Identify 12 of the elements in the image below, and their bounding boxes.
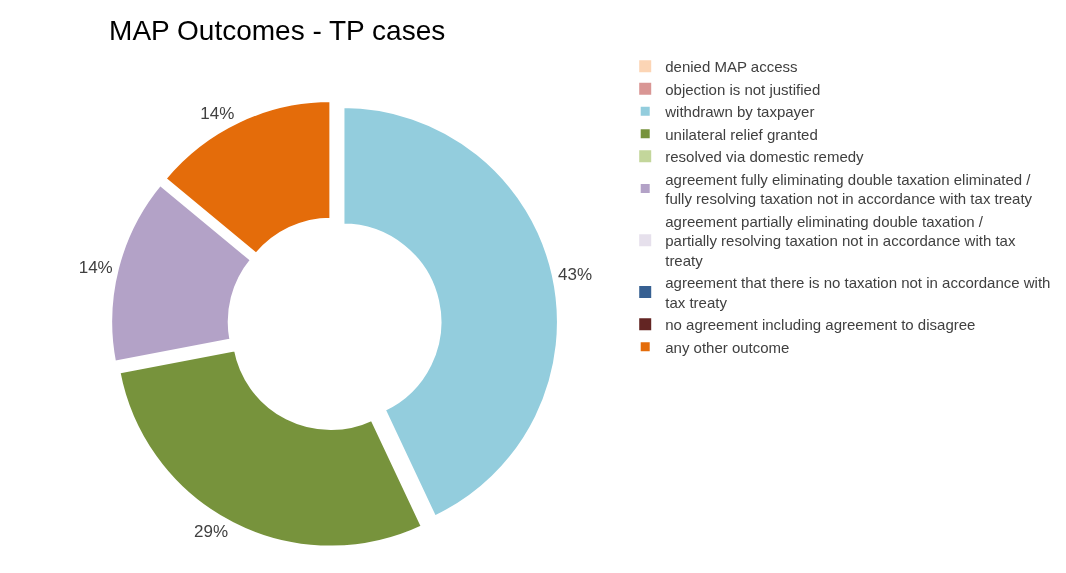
data-label: 14% — [78, 258, 113, 278]
data-label: 43% — [558, 265, 593, 285]
chart-title: MAP Outcomes - TP cases — [109, 14, 446, 46]
data-label: 14% — [200, 103, 235, 123]
legend-label: denied MAP access — [665, 58, 798, 76]
legend-label: no agreement including agreement to disagree — [665, 316, 976, 334]
legend-label: resolved via domestic remedy — [665, 148, 865, 166]
legend-label: withdrawn by taxpayer — [664, 103, 815, 121]
legend-label: any other outcome — [665, 338, 790, 356]
legend-label: unilateral relief granted — [665, 125, 818, 143]
data-label: 29% — [194, 521, 229, 541]
legend-label: objection is not justified — [665, 80, 821, 98]
